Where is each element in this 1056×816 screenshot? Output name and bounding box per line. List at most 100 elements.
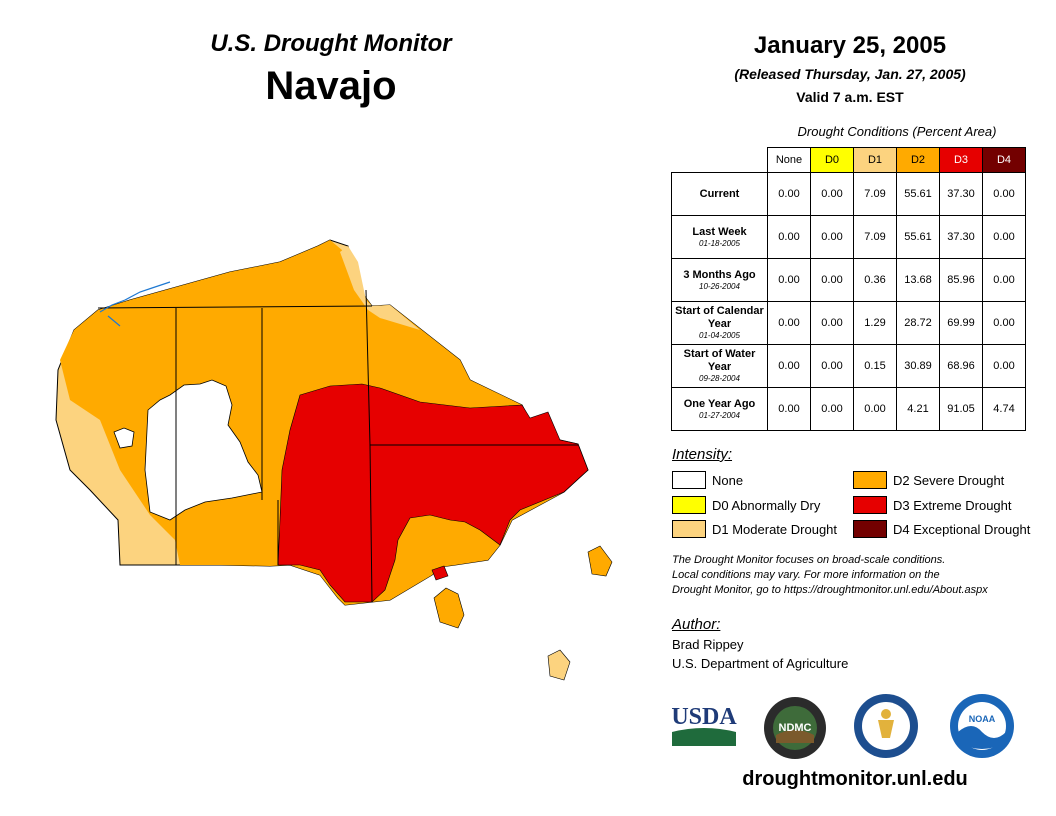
cell: 0.15	[853, 344, 897, 388]
island-d3	[431, 565, 449, 581]
noaa-logo: NOAA	[950, 694, 1014, 758]
svg-text:NOAA: NOAA	[969, 714, 996, 724]
cell: 0.00	[810, 344, 854, 388]
cell: 37.30	[939, 215, 983, 259]
legend-title: Intensity:	[672, 446, 733, 463]
cell: 0.00	[810, 172, 854, 216]
legend-swatch	[672, 520, 706, 538]
row-label: Start of Water Year 09-28-2004	[671, 344, 768, 388]
commerce-logo	[854, 694, 918, 758]
region-name: Navajo	[265, 64, 397, 108]
legend-label: D0 Abnormally Dry	[712, 497, 821, 513]
row-label: Last Week 01-18-2005	[671, 215, 768, 259]
island-d2-a	[433, 587, 465, 629]
legend-label: D1 Moderate Drought	[712, 521, 838, 537]
cell: 0.00	[810, 258, 854, 302]
cell: 0.00	[853, 387, 897, 431]
no-drought-region	[144, 379, 263, 521]
cell: 28.72	[896, 301, 940, 345]
river	[99, 281, 171, 327]
table-row: 3 Months Ago 10-26-2004 0.00 0.00 0.36 13…	[671, 258, 1026, 302]
cell: 55.61	[896, 215, 940, 259]
island-d2-b	[587, 545, 613, 577]
cell: 0.00	[982, 172, 1026, 216]
col-d1: D1	[853, 147, 897, 173]
cell: 55.61	[896, 172, 940, 216]
col-none: None	[767, 147, 811, 173]
usda-logo: USDA	[671, 704, 737, 746]
legend-label: None	[712, 472, 744, 488]
legend-swatch	[853, 496, 887, 514]
author-title: Author:	[672, 616, 721, 633]
cell: 0.00	[767, 215, 811, 259]
legend-item-none: None	[672, 471, 743, 489]
table-row: Last Week 01-18-2005 0.00 0.00 7.09 55.61…	[671, 215, 1026, 259]
boundary-lines	[97, 289, 578, 603]
note-line: The Drought Monitor focuses on broad-sca…	[672, 554, 946, 566]
no-drought-patch	[113, 427, 135, 449]
legend-label: D3 Extreme Drought	[893, 497, 1012, 513]
cell: 0.00	[982, 344, 1026, 388]
table-row: One Year Ago 01-27-2004 0.00 0.00 0.00 4.…	[671, 387, 1026, 431]
legend-item-d4: D4 Exceptional Drought	[853, 520, 1030, 538]
legend-item-d0: D0 Abnormally Dry	[672, 496, 820, 514]
cell: 30.89	[896, 344, 940, 388]
footer-url[interactable]: droughtmonitor.unl.edu	[742, 768, 968, 790]
table-row: Current 0.00 0.00 7.09 55.61 37.30 0.00	[671, 172, 1026, 216]
cell: 0.00	[982, 258, 1026, 302]
legend-label: D4 Exceptional Drought	[893, 521, 1031, 537]
cell: 0.00	[767, 301, 811, 345]
col-d4: D4	[982, 147, 1026, 173]
drought-table: None D0 D1 D2 D3 D4 Current 0.00 0.00 7.…	[671, 147, 1026, 431]
cell: 0.00	[767, 387, 811, 431]
map-title: U.S. Drought Monitor	[210, 30, 452, 57]
valid-time: Valid 7 a.m. EST	[796, 89, 904, 105]
map-date: January 25, 2005	[753, 32, 947, 59]
note-line: Drought Monitor, go to https://droughtmo…	[672, 584, 988, 596]
disclaimer-note: The Drought Monitor focuses on broad-sca…	[672, 553, 1042, 598]
ndmc-logo: NDMC	[764, 697, 826, 759]
cell: 13.68	[896, 258, 940, 302]
cell: 0.00	[810, 215, 854, 259]
legend-item-d1: D1 Moderate Drought	[672, 520, 837, 538]
d1-strip-east	[340, 246, 420, 330]
cell: 4.74	[982, 387, 1026, 431]
cell: 7.09	[853, 172, 897, 216]
cell: 68.96	[939, 344, 983, 388]
row-label: Start of Calendar Year 01-04-2005	[671, 301, 768, 345]
cell: 0.00	[982, 301, 1026, 345]
table-row: Start of Water Year 09-28-2004 0.00 0.00 …	[671, 344, 1026, 388]
legend-swatch	[853, 471, 887, 489]
drought-map	[55, 239, 613, 681]
cell: 0.00	[982, 215, 1026, 259]
cell: 1.29	[853, 301, 897, 345]
col-d2: D2	[896, 147, 940, 173]
cell: 0.00	[767, 258, 811, 302]
cell: 0.00	[810, 301, 854, 345]
cell: 4.21	[896, 387, 940, 431]
cell: 69.99	[939, 301, 983, 345]
author-name: Brad Rippey	[672, 637, 744, 652]
cell: 91.05	[939, 387, 983, 431]
cell: 0.00	[767, 344, 811, 388]
island-d1	[547, 649, 571, 681]
cell: 37.30	[939, 172, 983, 216]
row-label: One Year Ago 01-27-2004	[671, 387, 768, 431]
cell: 7.09	[853, 215, 897, 259]
legend-item-d3: D3 Extreme Drought	[853, 496, 1012, 514]
svg-text:NDMC: NDMC	[779, 722, 812, 734]
cell: 85.96	[939, 258, 983, 302]
table-caption: Drought Conditions (Percent Area)	[797, 124, 997, 139]
cell: 0.36	[853, 258, 897, 302]
row-label: Current	[671, 172, 768, 216]
note-line: Local conditions may vary. For more info…	[672, 569, 940, 581]
table-row: Start of Calendar Year 01-04-2005 0.00 0.…	[671, 301, 1026, 345]
d3-region	[277, 383, 589, 603]
legend-swatch	[853, 520, 887, 538]
cell: 0.00	[810, 387, 854, 431]
author-org: U.S. Department of Agriculture	[672, 656, 849, 671]
cell: 0.00	[767, 172, 811, 216]
legend-swatch	[672, 471, 706, 489]
legend-label: D2 Severe Drought	[893, 472, 1005, 488]
row-label: 3 Months Ago 10-26-2004	[671, 258, 768, 302]
